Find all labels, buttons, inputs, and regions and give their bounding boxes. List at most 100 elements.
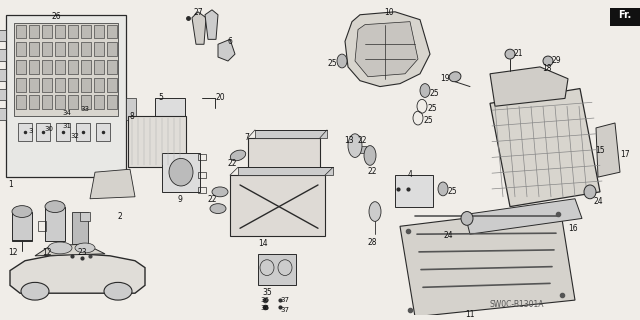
- Text: 14: 14: [258, 239, 268, 248]
- Polygon shape: [465, 199, 582, 234]
- Bar: [248, 138, 320, 185]
- Bar: [126, 98, 136, 120]
- Polygon shape: [400, 207, 575, 317]
- Bar: [56, 123, 70, 141]
- Bar: [55, 60, 65, 74]
- Ellipse shape: [45, 201, 65, 212]
- Text: 25: 25: [424, 116, 434, 125]
- Bar: [29, 78, 39, 92]
- Polygon shape: [355, 22, 418, 77]
- Bar: [68, 25, 78, 38]
- Polygon shape: [10, 254, 145, 293]
- Text: 26: 26: [52, 12, 61, 21]
- Bar: [107, 60, 117, 74]
- Bar: [55, 42, 65, 56]
- Polygon shape: [490, 67, 568, 106]
- Bar: [162, 153, 200, 192]
- Text: 1: 1: [8, 180, 13, 189]
- Text: 18: 18: [542, 64, 552, 73]
- Polygon shape: [596, 123, 620, 177]
- Bar: [198, 187, 206, 193]
- Ellipse shape: [369, 202, 381, 221]
- Bar: [80, 212, 90, 221]
- Bar: [29, 42, 39, 56]
- Bar: [155, 98, 185, 136]
- Bar: [16, 95, 26, 109]
- Bar: [94, 42, 104, 56]
- Polygon shape: [205, 10, 218, 39]
- Bar: [107, 95, 117, 109]
- Bar: [29, 25, 39, 38]
- Ellipse shape: [449, 72, 461, 82]
- Bar: [42, 95, 52, 109]
- Polygon shape: [192, 12, 206, 44]
- Text: 9: 9: [178, 195, 183, 204]
- Text: 17: 17: [620, 149, 630, 158]
- Text: 19: 19: [440, 74, 450, 83]
- Ellipse shape: [348, 134, 362, 157]
- Text: 10: 10: [384, 8, 394, 17]
- Text: 28: 28: [368, 238, 378, 247]
- Text: 25: 25: [328, 59, 338, 68]
- Bar: [81, 78, 91, 92]
- Polygon shape: [90, 169, 135, 199]
- Bar: [16, 60, 26, 74]
- Bar: [29, 95, 39, 109]
- Bar: [42, 25, 52, 38]
- Text: 36: 36: [260, 297, 269, 303]
- Text: 25: 25: [428, 104, 438, 113]
- Bar: [128, 116, 186, 167]
- Text: 22: 22: [368, 167, 378, 176]
- Text: 32: 32: [70, 133, 79, 139]
- Bar: [94, 78, 104, 92]
- Ellipse shape: [420, 84, 430, 97]
- Ellipse shape: [210, 204, 226, 213]
- Bar: [18, 123, 32, 141]
- Text: 20: 20: [216, 93, 226, 102]
- Ellipse shape: [104, 282, 132, 300]
- Bar: [16, 78, 26, 92]
- Ellipse shape: [364, 146, 376, 165]
- Ellipse shape: [75, 243, 95, 253]
- Bar: [6, 15, 126, 177]
- Bar: [0, 29, 6, 41]
- Ellipse shape: [505, 49, 515, 59]
- Bar: [76, 123, 90, 141]
- Bar: [352, 146, 366, 154]
- Ellipse shape: [438, 182, 448, 196]
- Bar: [107, 42, 117, 56]
- Text: 2: 2: [118, 212, 123, 220]
- Text: 12: 12: [8, 248, 17, 257]
- Bar: [12, 212, 32, 241]
- Ellipse shape: [48, 242, 72, 254]
- Bar: [55, 25, 65, 38]
- Text: 15: 15: [595, 146, 605, 155]
- Text: 8: 8: [130, 112, 135, 121]
- Text: 25: 25: [448, 187, 458, 196]
- Text: 21: 21: [514, 49, 524, 58]
- Bar: [258, 254, 296, 285]
- Ellipse shape: [337, 54, 347, 68]
- Polygon shape: [218, 39, 235, 61]
- Ellipse shape: [21, 282, 49, 300]
- Ellipse shape: [461, 212, 473, 225]
- Text: 3: 3: [28, 128, 33, 134]
- Bar: [81, 42, 91, 56]
- Text: 22: 22: [208, 195, 218, 204]
- Bar: [198, 155, 206, 160]
- Bar: [29, 60, 39, 74]
- Bar: [395, 175, 433, 207]
- Bar: [96, 123, 110, 141]
- Text: 24: 24: [444, 231, 454, 240]
- Text: Fr.: Fr.: [618, 10, 632, 20]
- Bar: [198, 172, 206, 178]
- Text: 37: 37: [280, 297, 289, 303]
- Text: 11: 11: [465, 310, 474, 319]
- Text: 34: 34: [62, 110, 71, 116]
- Text: 29: 29: [552, 56, 562, 65]
- Bar: [16, 42, 26, 56]
- Polygon shape: [72, 212, 88, 244]
- Text: 7: 7: [244, 133, 249, 142]
- Bar: [42, 42, 52, 56]
- Bar: [68, 42, 78, 56]
